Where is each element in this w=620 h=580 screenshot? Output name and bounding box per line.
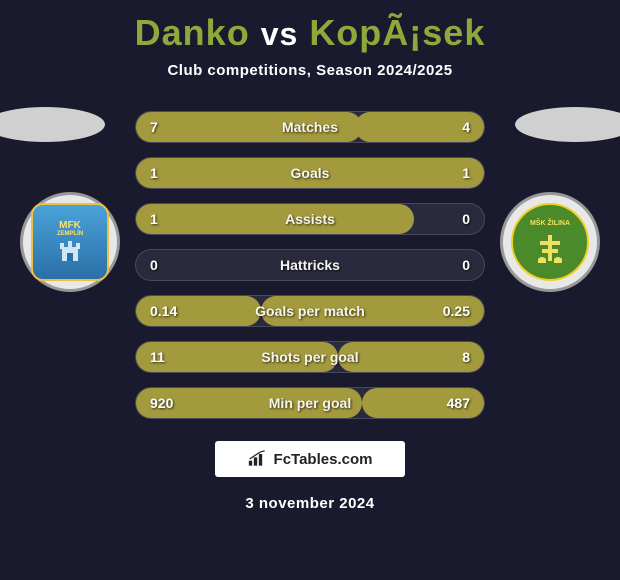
stat-row: 00Hattricks: [135, 249, 485, 281]
player1-name: Danko: [135, 12, 250, 53]
stat-row: 11Goals: [135, 157, 485, 189]
stat-label: Shots per goal: [136, 349, 484, 365]
stats-column: 74Matches 11Goals 10Assists 00Hattricks 0.14…: [135, 107, 485, 419]
date-label: 3 november 2024: [0, 495, 620, 512]
team2-badge-top: MŠK ŽILINA: [530, 220, 570, 227]
castle-icon: [56, 237, 84, 265]
stat-row: 74Matches: [135, 111, 485, 143]
double-cross-icon: [532, 229, 568, 265]
player2-name: KopÃ¡sek: [309, 12, 485, 53]
brand-label: FcTables.com: [274, 451, 373, 468]
stat-label: Goals per match: [136, 303, 484, 319]
stat-row: 10Assists: [135, 203, 485, 235]
stat-row: 920487Min per goal: [135, 387, 485, 419]
bar-chart-icon: [248, 450, 268, 468]
stat-label: Matches: [136, 119, 484, 135]
stat-label: Goals: [136, 165, 484, 181]
subtitle: Club competitions, Season 2024/2025: [0, 62, 620, 79]
stat-label: Hattricks: [136, 257, 484, 273]
player1-avatar-placeholder: [0, 107, 105, 142]
stat-row: 0.140.25Goals per match: [135, 295, 485, 327]
team1-badge-top: MFK: [59, 220, 81, 231]
stat-label: Min per goal: [136, 395, 484, 411]
vs-label: vs: [261, 16, 299, 52]
player2-avatar-placeholder: [515, 107, 620, 142]
comparison-content: MFK ZEMPLÍN MŠK ŽILINA: [0, 107, 620, 419]
team1-badge: MFK ZEMPLÍN: [20, 192, 120, 292]
stat-label: Assists: [136, 211, 484, 227]
team2-badge: MŠK ŽILINA: [500, 192, 600, 292]
page-title: Danko vs KopÃ¡sek: [0, 0, 620, 62]
brand-badge[interactable]: FcTables.com: [215, 441, 405, 477]
stat-row: 118Shots per goal: [135, 341, 485, 373]
